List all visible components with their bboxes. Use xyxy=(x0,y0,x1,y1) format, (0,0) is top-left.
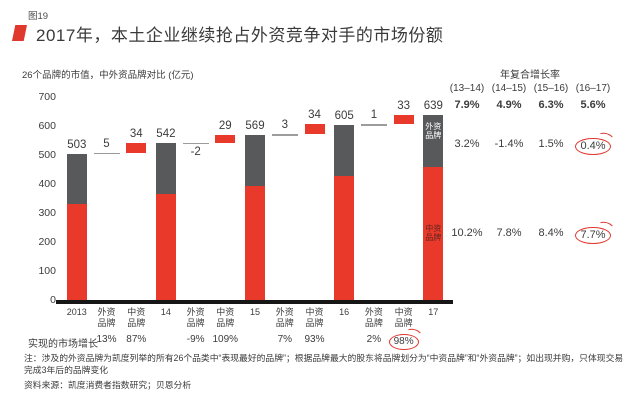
cagr-value: 1.5% xyxy=(538,138,564,150)
cagr-panel: 年复合增长率 (13–14) (14–15) (15–16) (16–17) 7.9%… xyxy=(446,66,615,256)
cagr-value: -1.4% xyxy=(494,138,524,150)
change-connector-line xyxy=(271,134,298,136)
cagr-column-header: (13–14) xyxy=(449,83,485,94)
change-value-label: 34 xyxy=(308,109,321,122)
change-bar xyxy=(215,135,236,144)
cagr-value: 7.8% xyxy=(496,227,522,239)
figure-label: 图19 xyxy=(28,11,49,22)
circled-highlight: 0.4% xyxy=(575,130,615,155)
red-flag-icon xyxy=(12,25,27,41)
market-growth-value: 87% xyxy=(126,334,147,345)
change-value-label: 34 xyxy=(129,127,143,140)
bar-inside-label-domestic: 中资 品牌 xyxy=(425,224,442,243)
title-row: 2017年，本土企业继续抢占外资竞争对手的市场份额 xyxy=(12,21,443,46)
change-bar xyxy=(126,142,147,153)
bar-segment-domestic xyxy=(245,185,265,300)
change-value-label: 29 xyxy=(218,120,232,132)
change-bar xyxy=(304,124,325,135)
bar-segment-domestic xyxy=(423,166,444,300)
cagr-title: 年复合增长率 xyxy=(500,70,560,81)
source-note: 资料来源：凯度消费者指数研究；贝恩分析 xyxy=(24,380,192,390)
y-axis-tick-label: 500 xyxy=(38,149,56,161)
cagr-value: 4.9% xyxy=(496,99,522,111)
bar-segment-foreign xyxy=(423,114,444,167)
x-axis-label: 外资 品牌 xyxy=(186,307,205,328)
bar-total-label: 569 xyxy=(245,120,265,132)
cagr-value: 0.4% xyxy=(572,130,615,155)
bar-total-label: 639 xyxy=(423,99,443,112)
bar-segment-foreign xyxy=(155,142,176,195)
change-value-label: 33 xyxy=(397,99,410,112)
cagr-value: 8.4% xyxy=(538,227,564,239)
bar-segment-domestic xyxy=(155,194,176,300)
y-axis-tick-label: 600 xyxy=(38,120,56,132)
circled-highlight: 98% xyxy=(388,326,423,350)
circle-swoosh-icon xyxy=(403,326,423,343)
x-axis-label: 2013 xyxy=(66,307,87,317)
market-growth-row-label: 实现的市场增长 xyxy=(28,339,98,350)
market-growth-value: 109% xyxy=(212,334,239,345)
x-axis-label: 外资 品牌 xyxy=(364,307,383,328)
market-growth-value: 13% xyxy=(96,334,117,345)
bar-segment-domestic xyxy=(334,176,355,300)
bar-segment-foreign xyxy=(334,124,355,177)
circled-highlight: 7.7% xyxy=(575,219,615,244)
cagr-row-domestic: 10.2% 7.8% 8.4% 7.7% xyxy=(446,219,615,244)
cagr-column-headers: (13–14) (14–15) (15–16) (16–17) xyxy=(446,83,614,94)
change-value-label: 1 xyxy=(370,109,378,122)
change-value-label: 3 xyxy=(281,119,288,132)
cagr-value: 7.9% xyxy=(454,99,480,111)
market-growth-value: 7% xyxy=(277,334,293,345)
x-axis-label: 外资 品牌 xyxy=(275,307,294,328)
x-axis-label: 中资 品牌 xyxy=(216,307,235,328)
market-growth-value: 98% xyxy=(380,326,428,350)
y-axis-tick-label: 100 xyxy=(38,265,56,277)
cagr-column-header: (16–17) xyxy=(575,83,611,94)
footnote: 注：涉及的外资品牌为凯度列举的所有26个品类中“表现最好的品牌”；根据品牌最大的… xyxy=(24,353,624,375)
change-connector-line xyxy=(360,124,387,126)
x-axis-label: 中资 品牌 xyxy=(127,307,146,328)
bar-total-label: 605 xyxy=(334,109,354,122)
x-axis-label: 17 xyxy=(428,307,439,317)
cagr-column-header: (14–15) xyxy=(491,83,527,94)
bar-inside-label-foreign: 外资 品牌 xyxy=(425,121,442,140)
bar-segment-domestic xyxy=(66,204,87,300)
page-title: 2017年，本土企业继续抢占外资竞争对手的市场份额 xyxy=(36,26,444,45)
bar-segment-foreign xyxy=(66,154,87,204)
x-axis-label: 16 xyxy=(339,307,350,317)
cagr-column-header: (15–16) xyxy=(533,83,569,94)
bar-segment-foreign xyxy=(245,135,265,186)
x-axis-line xyxy=(56,300,453,304)
market-growth-value: -9% xyxy=(186,334,205,345)
x-axis-label: 15 xyxy=(249,307,260,317)
bar-total-label: 542 xyxy=(156,127,176,140)
y-axis-tick-label: 0 xyxy=(50,294,56,306)
y-axis-tick-label: 300 xyxy=(38,207,56,219)
cagr-value: 5.6% xyxy=(580,99,606,111)
cagr-value: 6.3% xyxy=(538,99,564,111)
bar-total-label: 503 xyxy=(67,139,87,152)
x-axis-label: 14 xyxy=(160,307,171,317)
cagr-row-total: 7.9% 4.9% 6.3% 5.6% xyxy=(446,99,614,111)
market-growth-value: 2% xyxy=(366,334,382,345)
x-axis-label: 外资 品牌 xyxy=(97,307,116,328)
y-axis-tick-label: 200 xyxy=(38,236,56,248)
change-bar xyxy=(393,114,414,125)
change-connector-line xyxy=(182,142,209,145)
cagr-value: 7.7% xyxy=(572,219,615,244)
change-connector-line xyxy=(93,152,120,155)
x-axis-label: 中资 品牌 xyxy=(394,307,413,328)
chart-subtitle: 26个品牌的市值，中外资品牌对比 (亿元) xyxy=(22,70,194,81)
change-value-label: 5 xyxy=(103,137,110,150)
cagr-value: 3.2% xyxy=(454,138,480,150)
cagr-value: 10.2% xyxy=(451,227,483,239)
y-axis-tick-label: 700 xyxy=(38,91,56,103)
y-axis-tick-label: 400 xyxy=(38,178,56,190)
market-growth-value: 93% xyxy=(304,334,325,345)
cagr-row-foreign: 3.2% -1.4% 1.5% 0.4% xyxy=(446,130,615,155)
x-axis-label: 中资 品牌 xyxy=(305,307,324,328)
change-value-label: -2 xyxy=(190,145,201,158)
